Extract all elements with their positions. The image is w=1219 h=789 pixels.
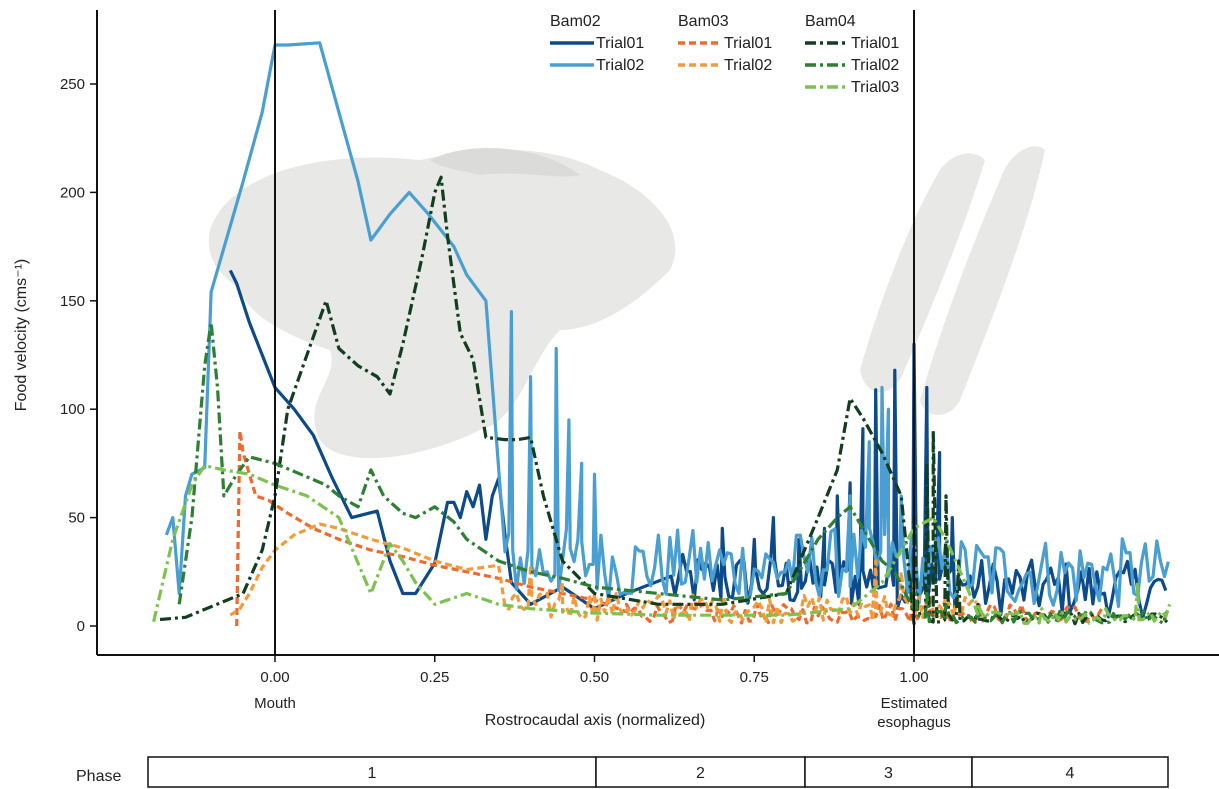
legend: Bam02 Trial01 Trial02 Bam03 Trial01 Trial02 Ba… bbox=[550, 13, 899, 96]
landmark-label: Mouth bbox=[254, 695, 296, 712]
legend-group-title: Bam04 bbox=[805, 13, 856, 30]
phase-segment bbox=[971, 756, 1169, 788]
legend-entry-label: Trial01 bbox=[851, 35, 899, 52]
y-tick-label: 250 bbox=[60, 76, 85, 93]
phase-segment bbox=[595, 756, 806, 788]
x-tick-label: 0.75 bbox=[740, 669, 769, 686]
legend-group-title: Bam02 bbox=[550, 13, 601, 30]
axes bbox=[96, 10, 1219, 656]
x-tick-label: 0.00 bbox=[260, 669, 289, 686]
legend-entry-label: Trial02 bbox=[724, 57, 772, 74]
landmarks: Mouth Estimated esophagus bbox=[254, 10, 951, 731]
series-line bbox=[228, 269, 1168, 620]
y-tick-label: 100 bbox=[60, 401, 85, 418]
phase-segment bbox=[147, 756, 597, 788]
x-tick-label: 1.00 bbox=[899, 669, 928, 686]
legend-entry-label: Trial01 bbox=[596, 35, 644, 52]
y-tick-label: 50 bbox=[68, 510, 85, 527]
legend-group-title: Bam03 bbox=[678, 13, 729, 30]
landmark-label: Estimated bbox=[881, 695, 948, 712]
phase-segment-label: 1 bbox=[368, 765, 377, 782]
x-tick-label: 0.25 bbox=[420, 669, 449, 686]
phase-bar: Phase 1 2 3 4 bbox=[76, 756, 1169, 788]
skull-illustration bbox=[208, 146, 1045, 459]
legend-entry-label: Trial03 bbox=[851, 79, 899, 96]
landmark-label: esophagus bbox=[877, 714, 950, 731]
series-layer bbox=[152, 41, 1172, 627]
y-ticks: 0 50 100 150 200 250 bbox=[60, 76, 97, 635]
x-ticks: 0.00 0.25 0.50 0.75 1.00 bbox=[260, 655, 929, 686]
legend-entry-label: Trial02 bbox=[851, 57, 899, 74]
phase-segment-label: 3 bbox=[884, 765, 893, 782]
y-tick-label: 150 bbox=[60, 293, 85, 310]
legend-entry-label: Trial02 bbox=[596, 57, 644, 74]
series-line bbox=[152, 464, 1172, 625]
x-tick-label: 0.50 bbox=[580, 669, 609, 686]
y-tick-label: 200 bbox=[60, 184, 85, 201]
series-line bbox=[177, 320, 1169, 626]
series-line bbox=[229, 522, 978, 625]
phase-label: Phase bbox=[76, 768, 121, 785]
series-line bbox=[235, 429, 1104, 627]
legend-entry-label: Trial01 bbox=[724, 35, 772, 52]
y-axis-title: Food velocity (cms⁻¹) bbox=[13, 259, 30, 411]
phase-segment-label: 4 bbox=[1066, 765, 1075, 782]
series-line bbox=[164, 41, 1170, 608]
x-axis-title: Rostrocaudal axis (normalized) bbox=[485, 712, 706, 729]
phase-segment-label: 2 bbox=[696, 765, 705, 782]
y-tick-label: 0 bbox=[77, 618, 85, 635]
